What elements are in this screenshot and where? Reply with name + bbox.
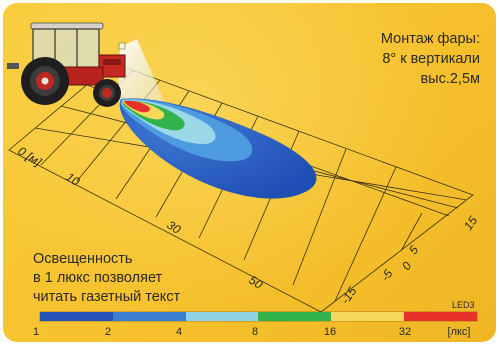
mount-info-line: Монтаж фары: [380, 31, 480, 47]
lateral-label: -5 [378, 267, 396, 284]
illumination-note: Освещенность в 1 люкс позволяет читать г… [33, 250, 253, 307]
scale-segment [331, 312, 405, 321]
lateral-label: 5 [406, 243, 421, 257]
mount-info: Монтаж фары: 8° к вертикали выс.2,5м [310, 29, 480, 89]
scale-name: LED3 [452, 300, 475, 310]
scale-tick: 1 [32, 326, 40, 338]
lateral-labels: 15 5 0 -5 -15 [338, 213, 480, 306]
lux-color-scale [39, 311, 478, 322]
scale-segment [258, 312, 332, 321]
scale-tick: 32 [398, 326, 412, 338]
lateral-label: 0 [399, 259, 414, 273]
scale-segment [40, 312, 113, 321]
scale-tick: 16 [323, 326, 337, 338]
scale-unit: [лкс] [447, 326, 471, 338]
distance-label: 0 [м] [15, 144, 44, 170]
grid-line [334, 166, 397, 302]
scale-segment [404, 312, 477, 321]
note-line: читать газетный текст [33, 289, 181, 305]
scale-tick: 8 [251, 326, 259, 338]
mount-info-line: 8° к вертикали [382, 51, 480, 67]
distance-label: 10 [63, 170, 82, 189]
tractor-icon [7, 22, 126, 107]
grid-outline [8, 62, 474, 313]
scale-segment [185, 312, 259, 321]
diagram-panel: 0 [м] 10 30 50 15 5 0 -5 -15 Монтаж фары… [3, 3, 496, 342]
isolux-zones [119, 98, 317, 199]
grid-line [292, 148, 347, 286]
scale-segment [112, 312, 186, 321]
note-line: Освещенность [33, 251, 133, 267]
illumination-diagram: 0 [м] 10 30 50 15 5 0 -5 -15 [7, 22, 480, 313]
note-line: в 1 люкс позволяет [33, 270, 163, 286]
distance-label: 30 [164, 218, 183, 237]
zone-32-lux [124, 100, 150, 113]
grid-line [400, 212, 423, 252]
scale-tick: 2 [104, 326, 112, 338]
scale-tick: 4 [175, 326, 183, 338]
lateral-label: 15 [461, 213, 480, 232]
mount-info-line: выс.2,5м [420, 71, 480, 87]
